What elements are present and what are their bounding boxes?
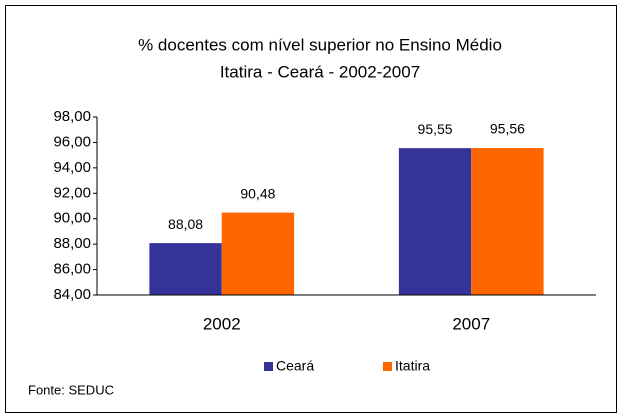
legend-label: Ceará bbox=[276, 358, 314, 374]
source-note: Fonte: SEDUC bbox=[28, 382, 114, 397]
y-tick-label: 94,00 bbox=[53, 159, 91, 176]
y-tick-label: 84,00 bbox=[53, 286, 91, 303]
y-tick-label: 88,00 bbox=[53, 235, 91, 252]
value-label: 95,55 bbox=[418, 121, 453, 137]
y-tick-label: 98,00 bbox=[53, 108, 91, 125]
chart-subtitle: Itatira - Ceará - 2002-2007 bbox=[220, 62, 420, 81]
chart-title: % docentes com nível superior no Ensino … bbox=[138, 35, 502, 54]
x-tick-label: 2002 bbox=[203, 314, 241, 333]
y-tick-label: 90,00 bbox=[53, 210, 91, 227]
y-tick-label: 96,00 bbox=[53, 133, 91, 150]
value-label: 90,48 bbox=[240, 185, 275, 201]
legend-swatch bbox=[383, 362, 392, 371]
bar bbox=[471, 148, 544, 295]
bar bbox=[149, 243, 222, 295]
value-label: 95,56 bbox=[490, 121, 525, 137]
bar bbox=[398, 148, 472, 295]
y-tick-label: 86,00 bbox=[53, 261, 91, 278]
legend-swatch bbox=[264, 362, 273, 371]
bar bbox=[221, 212, 295, 295]
y-tick-label: 92,00 bbox=[53, 184, 91, 201]
legend-label: Itatira bbox=[395, 358, 430, 374]
x-tick-label: 2007 bbox=[452, 314, 490, 333]
value-label: 88,08 bbox=[168, 216, 203, 232]
